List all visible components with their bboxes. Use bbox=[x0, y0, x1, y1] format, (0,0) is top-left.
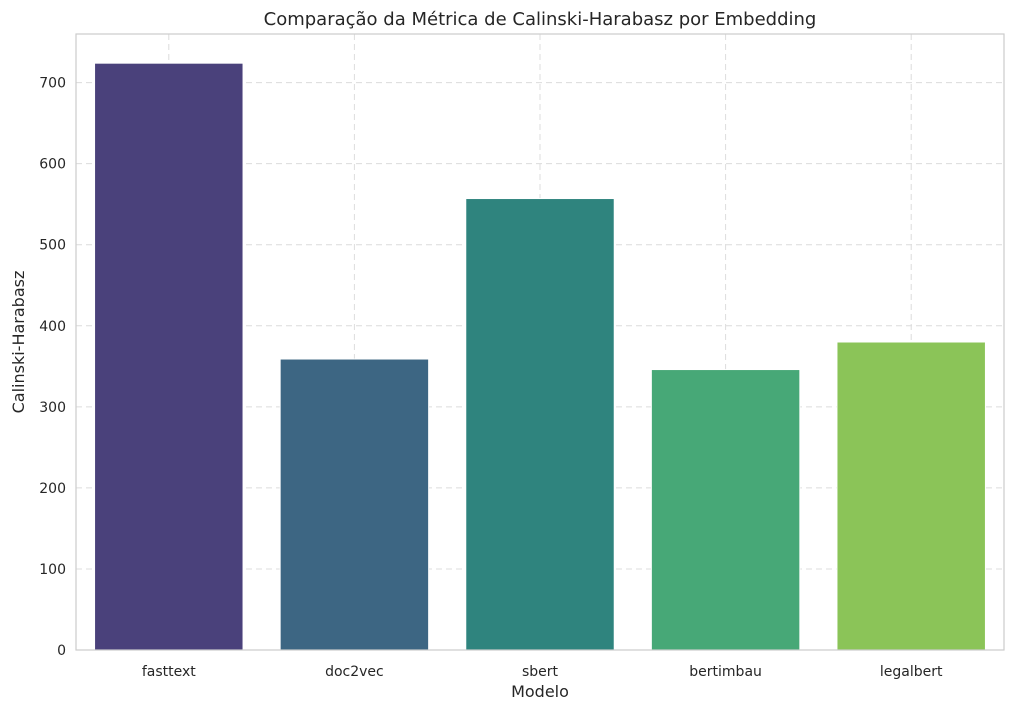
bar-bertimbau bbox=[650, 369, 801, 651]
chart-title: Comparação da Métrica de Calinski-Haraba… bbox=[264, 9, 817, 30]
x-tick-label: bertimbau bbox=[689, 664, 762, 680]
bars bbox=[94, 62, 986, 651]
x-tick-label: sbert bbox=[522, 664, 559, 680]
x-tick-label: legalbert bbox=[880, 664, 943, 680]
y-tick-label: 300 bbox=[39, 400, 66, 416]
bar-sbert bbox=[465, 198, 615, 651]
bar-doc2vec bbox=[279, 358, 430, 651]
y-tick-label: 600 bbox=[39, 157, 66, 173]
bar-legalbert bbox=[836, 341, 986, 651]
y-tick-label: 500 bbox=[39, 238, 66, 254]
y-axis-ticks: 0 100 200 300 400 500 600 700 bbox=[39, 76, 66, 659]
x-axis-label: Modelo bbox=[511, 682, 569, 701]
x-tick-label: doc2vec bbox=[325, 664, 384, 680]
x-axis-ticks: fasttext doc2vec sbert bertimbau legalbert bbox=[142, 664, 943, 680]
plot-frame bbox=[75, 33, 1005, 651]
y-tick-label: 700 bbox=[39, 76, 66, 92]
y-tick-label: 400 bbox=[39, 319, 66, 335]
x-tick-label: fasttext bbox=[142, 664, 196, 680]
y-tick-label: 200 bbox=[39, 481, 66, 497]
bar-fasttext bbox=[94, 62, 244, 651]
y-axis-label: Calinski-Harabasz bbox=[9, 271, 28, 414]
y-tick-label: 100 bbox=[39, 562, 66, 578]
y-tick-label: 0 bbox=[57, 643, 66, 659]
